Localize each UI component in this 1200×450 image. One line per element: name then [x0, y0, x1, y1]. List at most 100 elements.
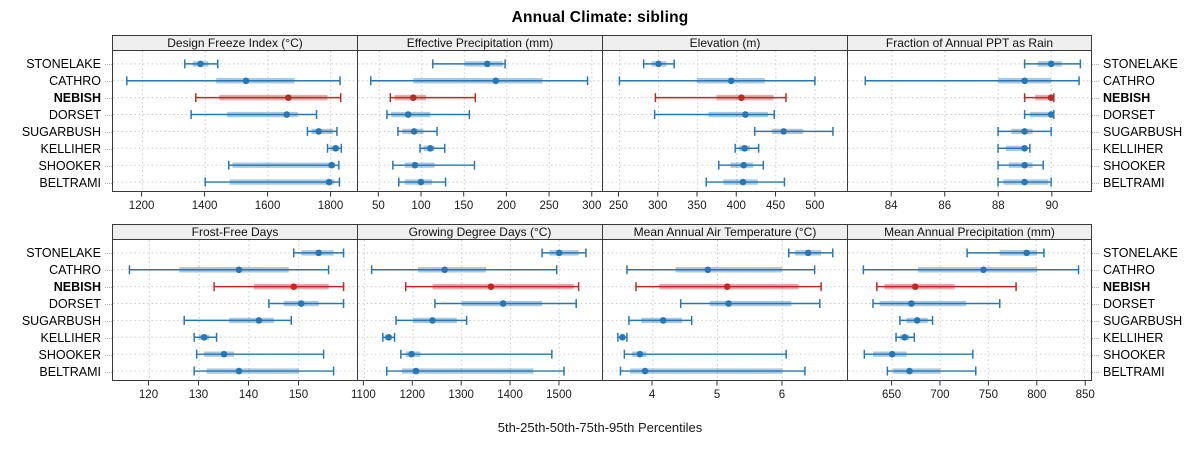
- series-shooker: [400, 349, 553, 359]
- series-nebish: [1023, 93, 1055, 103]
- station-label-text: STONELAKE: [26, 57, 101, 71]
- median-dot: [426, 145, 434, 152]
- station-label-text: SHOOKER: [38, 348, 101, 362]
- station-label-nebish: NEBISH: [1092, 279, 1150, 296]
- panel-strip: Design Freeze Index (°C): [112, 35, 357, 51]
- x-tick-label: 1600: [255, 200, 281, 212]
- panel-fraction-of-annual-ppt-as-rain: Fraction of Annual PPT as Rain 84 86 88 90: [847, 35, 1092, 218]
- panel-strip-title: Frost-Free Days: [191, 225, 279, 239]
- panel-strip-title: Growing Degree Days (°C): [408, 225, 552, 239]
- x-tick-label: 700: [930, 389, 949, 401]
- series-shooker: [997, 160, 1044, 170]
- median-dot: [441, 266, 448, 274]
- median-dot: [742, 111, 749, 118]
- series-dorset: [679, 299, 821, 309]
- panel-strip-title: Fraction of Annual PPT as Rain: [885, 36, 1054, 50]
- station-label-nebish: NEBISH: [54, 90, 112, 107]
- gridline-leader: [105, 114, 112, 116]
- series-beltrami: [619, 366, 806, 376]
- median-dot: [197, 60, 204, 68]
- panel-frost-free-days: Frost-Free Days 120 130 140 150: [112, 224, 357, 407]
- x-tick-label: 300: [648, 200, 667, 212]
- station-label-text: BELTRAMI: [1103, 365, 1165, 379]
- station-label-text: NEBISH: [53, 280, 101, 294]
- median-dot: [555, 249, 563, 257]
- station-label-cathro: CATHRO: [1092, 73, 1155, 90]
- panel-x-axis: 50 100 150 200 250 300: [372, 192, 601, 212]
- median-dot: [417, 178, 425, 186]
- median-dot: [408, 350, 415, 358]
- median-dot: [1021, 178, 1028, 186]
- panel-plot-frame: [112, 240, 357, 381]
- panel-plot-frame: [112, 51, 357, 192]
- median-dot: [328, 161, 335, 169]
- series-cathro: [618, 76, 816, 86]
- panel-strip: Mean Annual Air Temperature (°C): [602, 224, 847, 240]
- series-kelliher: [382, 332, 396, 342]
- median-dot: [285, 94, 292, 101]
- series-beltrami: [193, 366, 335, 376]
- station-label-beltrami: BELTRAMI: [1092, 364, 1165, 381]
- panel-plot-frame: [357, 51, 602, 192]
- series-cathro: [370, 76, 589, 86]
- series-kelliher: [326, 143, 343, 153]
- series-shooker: [195, 349, 325, 359]
- median-dot: [906, 367, 913, 375]
- gridline-leader: [1092, 371, 1099, 373]
- median-dot: [1021, 145, 1028, 152]
- series-shooker: [863, 349, 974, 359]
- panel-strip: Effective Precipitation (mm): [357, 35, 602, 51]
- gridline-leader: [105, 354, 112, 356]
- station-label-text: SUGARBUSH: [1103, 314, 1183, 328]
- median-dot: [659, 317, 667, 324]
- median-dot: [636, 350, 644, 358]
- median-dot: [409, 94, 417, 101]
- median-dot: [487, 283, 495, 290]
- panel-plot-frame: [602, 51, 847, 192]
- panel-strip: Mean Annual Precipitation (mm): [847, 224, 1092, 240]
- station-label-text: SUGARBUSH: [21, 314, 101, 328]
- series-sugarbush: [628, 315, 693, 325]
- x-tick-label: 250: [609, 200, 628, 212]
- series-sugarbush: [395, 315, 468, 325]
- panel-x-axis: 120 130 140 150: [139, 381, 308, 401]
- station-label-text: SHOOKER: [38, 159, 101, 173]
- x-tick-label: 1500: [546, 389, 572, 401]
- panel-plot-frame: [847, 51, 1092, 192]
- panel-plot-frame: [357, 240, 602, 381]
- x-tick-label: 350: [687, 200, 706, 212]
- caption: 5th-25th-50th-75th-95th Percentiles: [497, 420, 703, 435]
- median-dot: [741, 145, 748, 152]
- median-dot: [1047, 111, 1055, 118]
- station-label-stonelake: STONELAKE: [26, 245, 112, 262]
- panel-plot-area: [848, 240, 1091, 380]
- station-label-sugarbush: SUGARBUSH: [1092, 124, 1182, 141]
- x-tick-label: 100: [411, 200, 430, 212]
- station-label-text: STONELAKE: [1103, 246, 1178, 260]
- x-tick-label: 84: [885, 200, 898, 212]
- median-dot: [804, 249, 812, 257]
- x-tick-label: 6: [779, 389, 785, 401]
- panel-plot-area: [358, 51, 602, 191]
- median-dot: [780, 128, 787, 135]
- panel-strip-title: Design Freeze Index (°C): [167, 36, 303, 50]
- x-tick-label: 150: [454, 200, 473, 212]
- panel-x-axis: 1200 1400 1600 1800: [129, 192, 343, 212]
- panel-x-axis: 250 300 350 400 450 500: [609, 192, 824, 212]
- gridline-leader: [105, 97, 112, 99]
- panel-strip-title: Elevation (m): [689, 36, 761, 50]
- x-tick-label: 250: [539, 200, 558, 212]
- station-label-dorset: DORSET: [1092, 296, 1155, 313]
- station-labels-left: STONELAKE CATHRO NEBISH DORSET SUGARBUSH KELL…: [0, 224, 112, 407]
- gridline-leader: [1092, 148, 1099, 150]
- x-tick-label: 1200: [399, 389, 425, 401]
- station-label-cathro: CATHRO: [49, 73, 112, 90]
- gridline-leader: [105, 148, 112, 150]
- median-dot: [315, 249, 322, 257]
- gridline-leader: [105, 80, 112, 82]
- series-cathro: [126, 76, 341, 86]
- panel-plot-area: [603, 240, 847, 380]
- x-tick-label: 1200: [129, 200, 155, 212]
- series-dorset: [653, 110, 776, 120]
- series-nebish: [389, 93, 477, 103]
